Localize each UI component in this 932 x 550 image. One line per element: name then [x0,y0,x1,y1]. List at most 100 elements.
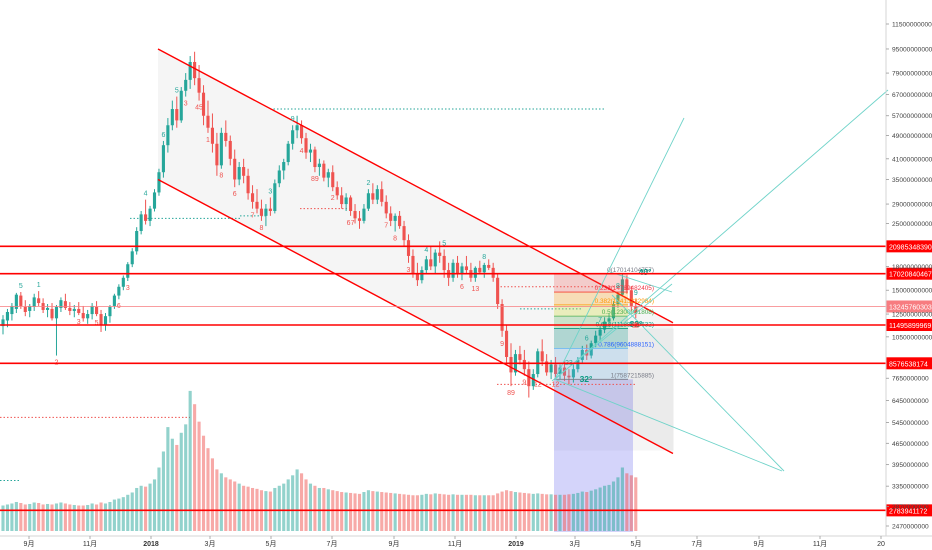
volume-bar [607,484,611,531]
volume-bar [460,494,464,531]
volume-bar [308,483,313,531]
volume-bar [571,493,575,531]
td-count-label: 4 [300,148,304,155]
candle-body [411,255,415,274]
candle-body [103,316,108,325]
candle-body [175,109,179,121]
fib-level-label: 0(17014104757) [607,267,654,274]
volume-bar [562,494,567,531]
fib-level-label: 0.382(13413232984) [595,298,654,305]
td-count-label: 3 [126,285,130,292]
candle-body [429,259,433,267]
candle-body [68,307,72,311]
volume-bar [95,504,99,531]
horizontal-levels: 20985348390 17020840467 13245760303 1149589… [0,240,932,517]
volume-bar [433,493,437,531]
price-level-label: 2783941172 [889,508,928,515]
candle-body [273,183,277,212]
volume-bar [496,493,500,531]
td-count-label: 6 [161,132,165,139]
volume-bar [152,479,157,531]
candle-body [144,214,148,221]
candle-body [5,311,10,321]
candle-body [371,193,375,200]
td-count-label: 13 [471,286,479,293]
candle-body [362,208,366,221]
td-count-label: 12 [552,381,560,388]
volume-bar [317,487,321,531]
volume-bar [567,494,571,531]
candle-body [509,356,513,373]
candle-body [166,125,170,146]
candle-body [286,143,290,163]
volume-bar [380,492,384,531]
candle-body [170,109,174,126]
candle-body [406,240,411,256]
candle-body [594,335,598,344]
candle-body [611,304,616,319]
candle-body [242,167,246,176]
td-count-label: 8 [616,283,620,290]
volume-bar [41,504,45,531]
td-count-label: 89 [507,390,515,397]
candle-body [277,170,281,184]
td-count-label: 7 [598,317,602,324]
y-tick-label: 41000000000 [892,156,932,163]
volume-bar [406,494,411,531]
volume-bar [295,469,299,531]
volume-bar [491,495,495,531]
candle-body [442,255,446,271]
td-count-label: 23 [632,322,640,329]
volume-bar [313,485,317,531]
candle-body [215,143,219,166]
candle-body [50,308,54,319]
candle-body [545,361,549,373]
channel-lower-line [157,178,674,455]
price-level-tag [886,357,932,370]
volume-bar [518,492,522,531]
candle-body [188,61,192,80]
td-count-label: 9 [522,380,526,387]
price-level-tag [886,267,932,280]
volume-bar [540,493,544,531]
td-count-label: 4 [634,322,638,329]
candle-body [625,279,629,291]
volume-bar [482,495,486,531]
volume-bar [625,473,629,531]
candle-body [246,175,250,194]
candle-body [487,264,491,268]
candle-body [32,297,36,307]
volume-bar [139,485,143,531]
volume-bar [598,487,602,531]
y-tick-label: 2470000000 [892,524,929,531]
candle-body [37,298,41,304]
candle-body [72,308,76,311]
volume-bar [629,475,633,531]
candle-body [424,259,428,271]
volume-bar [513,492,518,531]
trend-line [551,283,673,382]
candle-body [455,262,460,274]
fib-zone [554,273,628,293]
price-level-tag [886,300,932,313]
candle-body [77,308,81,314]
candle-body [478,267,482,273]
volume-bar [108,501,112,531]
td-count-label: 45 [195,105,203,112]
candle-body [420,270,424,281]
volume-bar [206,448,210,531]
candle-body [308,149,313,153]
td-count-label: 5 [19,283,23,290]
candle-body [629,290,633,306]
y-tick-label: 7650000000 [892,376,929,383]
volume-bar [304,479,308,531]
volume-bar [161,451,165,531]
td-count-label: 89 [311,176,319,183]
volume-bar [389,492,393,531]
volume-bar [545,494,549,531]
y-tick-label: 29000000000 [892,202,932,209]
td-count-label: 7 [251,213,255,220]
y-tick-label: 10500000000 [892,334,932,341]
